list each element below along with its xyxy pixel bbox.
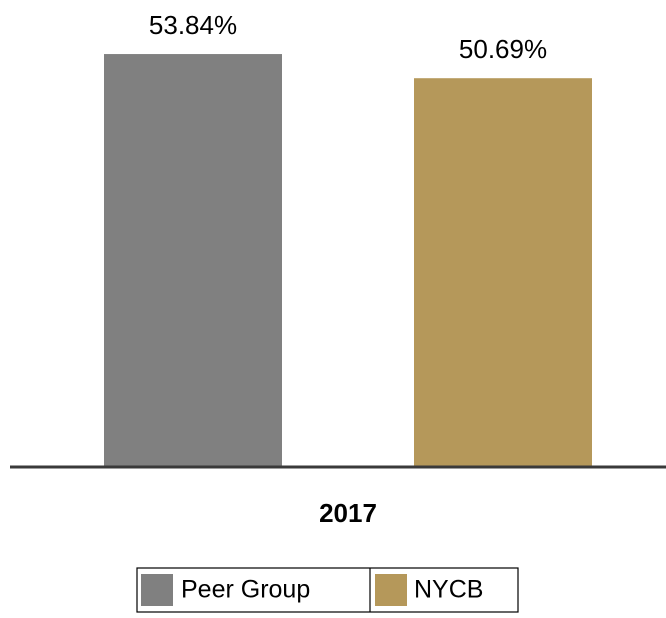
legend-label: NYCB bbox=[414, 576, 483, 604]
bar bbox=[414, 78, 592, 467]
legend-swatch bbox=[141, 574, 173, 606]
legend-label: Peer Group bbox=[181, 576, 310, 604]
x-tick-label: 2017 bbox=[319, 498, 377, 528]
legend-box bbox=[136, 567, 519, 613]
legend-swatch bbox=[375, 574, 407, 606]
legend: Peer Group NYCB bbox=[136, 567, 519, 613]
bar bbox=[104, 54, 282, 467]
value-label: 53.84% bbox=[149, 10, 237, 40]
value-label: 50.69% bbox=[459, 34, 547, 64]
